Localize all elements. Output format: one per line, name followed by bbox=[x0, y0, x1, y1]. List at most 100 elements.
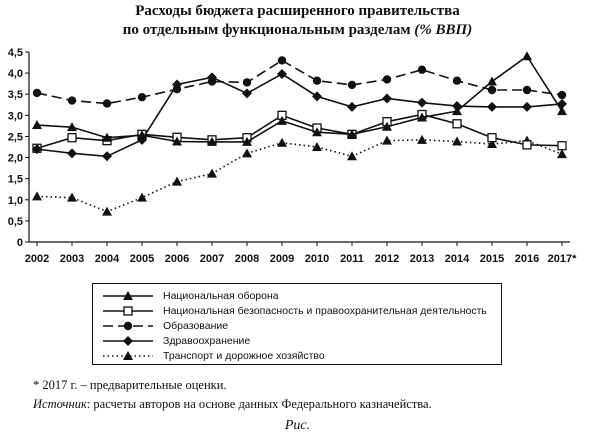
x-tick-label: 2002 bbox=[25, 253, 49, 265]
x-tick-label: 2013 bbox=[410, 253, 434, 265]
x-tick-label: 2006 bbox=[165, 253, 189, 265]
series-1-point bbox=[487, 76, 497, 86]
series-line-2 bbox=[36, 113, 563, 150]
series-3-point bbox=[137, 92, 147, 102]
series-5-point bbox=[242, 148, 252, 158]
legend-marker bbox=[123, 290, 133, 300]
series-5-point bbox=[417, 134, 427, 144]
series-1-point bbox=[277, 115, 287, 125]
source-note: Источник: расчеты авторов на основе данн… bbox=[33, 397, 432, 412]
x-tick-label: 2004 bbox=[95, 253, 120, 265]
series-4-point bbox=[417, 97, 427, 108]
x-tick-label: 2003 bbox=[60, 253, 84, 265]
series-4-point bbox=[137, 134, 147, 145]
series-3-point bbox=[522, 85, 532, 95]
legend-marker bbox=[123, 321, 133, 330]
series-1-point bbox=[32, 120, 42, 130]
chart-title-line2: по отдельным функциональным разделам bbox=[122, 22, 411, 38]
series-4-point bbox=[382, 93, 392, 104]
legend-swatch bbox=[103, 321, 153, 330]
legend-item: Образование bbox=[101, 318, 493, 333]
series-5-point bbox=[347, 151, 357, 161]
series-2-point bbox=[487, 133, 497, 143]
x-tick-label: 2015 bbox=[480, 253, 504, 265]
chart-title-unit: (% ВВП) bbox=[414, 22, 473, 38]
series-3-point bbox=[347, 80, 357, 90]
series-5-point bbox=[172, 176, 182, 186]
series-4-point bbox=[487, 101, 497, 112]
series-4-point bbox=[172, 79, 182, 90]
series-5-point bbox=[452, 136, 462, 146]
x-tick-label: 2005 bbox=[130, 253, 154, 265]
series-3-point bbox=[277, 56, 287, 65]
y-tick-label: 4,0 bbox=[8, 68, 23, 80]
x-tick-label: 2016 bbox=[515, 253, 539, 265]
series-1-point bbox=[102, 132, 112, 142]
series-1-point bbox=[522, 51, 532, 61]
series-4-point bbox=[312, 91, 322, 102]
series-3-point bbox=[102, 99, 112, 108]
series-4-point bbox=[67, 148, 77, 159]
footnote: * 2017 г. – предварительные оценки. bbox=[33, 378, 227, 392]
source-text: : расчеты авторов на основе данных Федер… bbox=[86, 397, 432, 411]
legend-label: Здравоохранение bbox=[163, 334, 251, 347]
series-4-point bbox=[522, 101, 532, 112]
series-4-point bbox=[452, 101, 462, 112]
source-label: Источник bbox=[33, 397, 87, 411]
x-tick-label: 2010 bbox=[305, 253, 329, 265]
legend-item: Национальная оборона bbox=[101, 288, 493, 303]
y-tick-label: 0 bbox=[17, 237, 23, 249]
series-1-point bbox=[207, 136, 217, 146]
chart-title-line1: Расходы бюджета расширенного правительст… bbox=[135, 3, 460, 19]
x-tick-label: 2007 bbox=[200, 253, 224, 265]
y-tick-label: 2,0 bbox=[8, 153, 23, 165]
legend-item: Здравоохранение bbox=[101, 333, 493, 348]
series-5-point bbox=[382, 135, 392, 145]
series-1-point bbox=[417, 112, 427, 122]
legend-marker bbox=[123, 305, 133, 316]
series-4-point bbox=[32, 144, 42, 155]
series-3-point bbox=[312, 76, 322, 85]
series-3-point bbox=[382, 75, 392, 84]
legend-label: Национальная оборона bbox=[163, 289, 279, 302]
x-tick-label: 2008 bbox=[235, 253, 259, 265]
legend-swatch bbox=[103, 290, 153, 300]
series-5-point bbox=[557, 149, 567, 159]
series-5-point bbox=[102, 206, 112, 216]
series-2-point bbox=[452, 119, 462, 129]
legend-swatch bbox=[103, 305, 153, 316]
series-line-1 bbox=[36, 55, 563, 143]
legend-label: Национальная безопасность и правоохранит… bbox=[163, 304, 487, 317]
line-chart: 0 0,5 1,0 1,5 2,0 2,5 3,0 3,5 4,0 4,5 2002 2003 2004… bbox=[8, 47, 577, 265]
series-4-point bbox=[102, 151, 112, 162]
series-1-point bbox=[382, 121, 392, 131]
series-1-point bbox=[67, 122, 77, 132]
y-tick-label: 1,5 bbox=[8, 174, 23, 186]
y-tick-label: 3,0 bbox=[8, 110, 23, 122]
y-tick-label: 0,5 bbox=[8, 216, 23, 228]
y-tick-label: 3,5 bbox=[8, 89, 23, 101]
x-tick-label: 2012 bbox=[375, 253, 399, 265]
series-1-point bbox=[312, 127, 322, 137]
legend-item: Национальная безопасность и правоохранит… bbox=[101, 303, 493, 318]
chart-legend: Национальная оборона Национальная безопас… bbox=[92, 283, 502, 365]
series-1-point bbox=[557, 106, 567, 116]
series-1-point bbox=[347, 129, 357, 139]
series-3-point bbox=[487, 85, 497, 95]
legend-label: Транспорт и дорожное хозяйство bbox=[163, 349, 325, 362]
series-3-point bbox=[417, 65, 427, 74]
series-3-point bbox=[452, 76, 462, 85]
series-5-point bbox=[32, 191, 42, 201]
series-2-point bbox=[67, 133, 77, 143]
series-2-point bbox=[522, 140, 532, 150]
series-4-point bbox=[347, 101, 357, 112]
chart-title: Расходы бюджета расширенного правительст… bbox=[0, 2, 595, 40]
x-tick-label: 2014 bbox=[445, 253, 470, 265]
series-5-point bbox=[487, 139, 497, 149]
series-5-point bbox=[312, 142, 322, 151]
series-4-point bbox=[557, 98, 567, 109]
y-tick-label: 4,5 bbox=[8, 47, 23, 59]
legend-marker bbox=[123, 350, 133, 360]
series-3-point bbox=[242, 78, 252, 87]
series-line-5 bbox=[36, 139, 563, 213]
